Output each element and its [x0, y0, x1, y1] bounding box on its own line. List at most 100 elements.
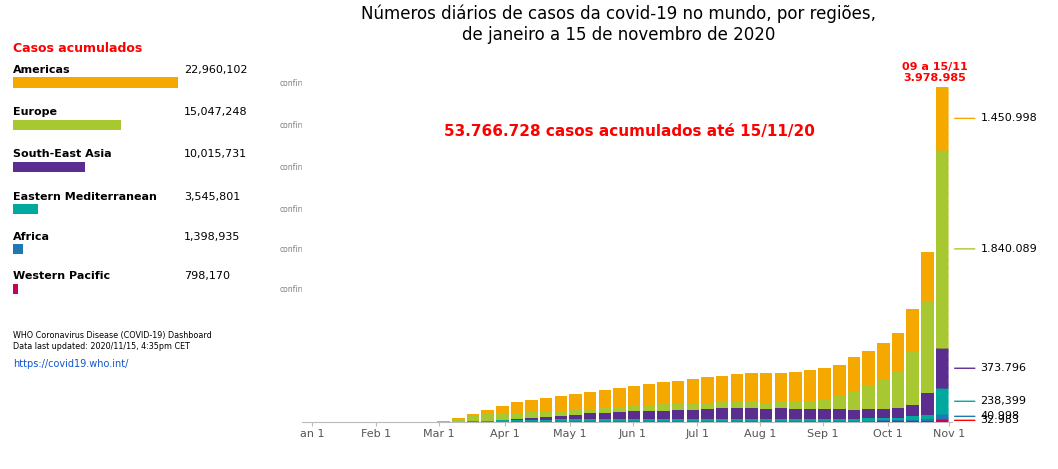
- Text: Western Pacific: Western Pacific: [13, 272, 110, 281]
- Bar: [628, 419, 640, 421]
- Bar: [892, 333, 905, 371]
- Bar: [730, 402, 743, 408]
- Bar: [892, 417, 905, 420]
- Bar: [642, 384, 655, 405]
- Bar: [511, 420, 524, 422]
- Bar: [935, 348, 948, 388]
- Bar: [584, 419, 597, 421]
- Bar: [730, 408, 743, 419]
- Bar: [569, 410, 582, 415]
- Bar: [687, 409, 699, 419]
- Bar: [935, 150, 948, 348]
- Bar: [13, 120, 121, 130]
- Bar: [935, 87, 948, 150]
- Bar: [935, 348, 948, 388]
- Bar: [760, 408, 772, 419]
- Bar: [892, 420, 905, 421]
- Bar: [907, 421, 918, 422]
- Bar: [716, 376, 728, 402]
- Bar: [657, 404, 670, 410]
- Bar: [789, 421, 802, 422]
- Bar: [511, 419, 524, 420]
- Bar: [892, 421, 905, 422]
- Bar: [657, 419, 670, 421]
- Bar: [584, 409, 597, 414]
- Text: WHO Coronavirus Disease (COVID-19) Dashboard
Data last updated: 2020/11/15, 4:35: WHO Coronavirus Disease (COVID-19) Dashb…: [13, 331, 212, 351]
- Text: Europe: Europe: [13, 107, 57, 117]
- Bar: [599, 413, 612, 419]
- Bar: [760, 419, 772, 421]
- Text: 32.983: 32.983: [954, 416, 1020, 425]
- Bar: [569, 419, 582, 421]
- Bar: [774, 373, 787, 402]
- Bar: [584, 421, 597, 422]
- Bar: [642, 421, 655, 422]
- Bar: [804, 409, 817, 419]
- Bar: [554, 419, 567, 421]
- Bar: [922, 419, 933, 421]
- Bar: [804, 421, 817, 422]
- Bar: [804, 401, 817, 409]
- Text: Casos acumulados: Casos acumulados: [13, 42, 142, 55]
- Bar: [935, 388, 948, 414]
- Bar: [730, 419, 743, 421]
- Bar: [877, 409, 890, 418]
- Bar: [935, 418, 948, 422]
- Bar: [687, 403, 699, 409]
- Bar: [569, 421, 582, 422]
- Bar: [862, 409, 875, 418]
- Text: 1,398,935: 1,398,935: [184, 232, 240, 242]
- Bar: [935, 414, 948, 418]
- Bar: [672, 410, 685, 419]
- Bar: [672, 421, 685, 422]
- Bar: [760, 421, 772, 422]
- Bar: [789, 408, 802, 419]
- Bar: [716, 408, 728, 419]
- Bar: [833, 409, 845, 419]
- Bar: [774, 421, 787, 422]
- Bar: [554, 416, 567, 419]
- Bar: [716, 402, 728, 408]
- Bar: [935, 418, 948, 422]
- Bar: [540, 421, 552, 422]
- Bar: [877, 380, 890, 409]
- Bar: [599, 390, 612, 408]
- Bar: [467, 414, 479, 415]
- Bar: [687, 421, 699, 422]
- Text: Americas: Americas: [13, 65, 70, 75]
- Bar: [862, 351, 875, 386]
- Bar: [922, 301, 933, 393]
- Bar: [833, 396, 845, 409]
- Bar: [833, 364, 845, 396]
- Bar: [701, 419, 714, 421]
- Bar: [540, 398, 552, 412]
- Bar: [701, 409, 714, 419]
- Bar: [540, 419, 552, 421]
- Bar: [804, 371, 817, 401]
- Text: confirmed: confirmed: [279, 205, 318, 214]
- Bar: [804, 419, 817, 421]
- Text: 1.450.998: 1.450.998: [954, 113, 1037, 123]
- Text: South-East Asia: South-East Asia: [13, 150, 111, 159]
- Bar: [540, 417, 552, 419]
- Bar: [935, 87, 948, 150]
- Bar: [526, 420, 537, 421]
- Bar: [13, 204, 38, 214]
- Bar: [716, 421, 728, 422]
- Bar: [526, 421, 537, 422]
- Bar: [584, 392, 597, 409]
- Bar: [701, 421, 714, 422]
- Bar: [511, 402, 524, 413]
- Bar: [922, 252, 933, 301]
- Bar: [907, 420, 918, 421]
- Bar: [657, 382, 670, 404]
- Bar: [847, 419, 860, 421]
- Bar: [496, 420, 509, 421]
- Bar: [907, 405, 918, 416]
- Text: 798,170: 798,170: [184, 272, 230, 281]
- Bar: [760, 373, 772, 403]
- Bar: [833, 419, 845, 421]
- Bar: [569, 394, 582, 410]
- Bar: [672, 403, 685, 410]
- Bar: [819, 419, 831, 421]
